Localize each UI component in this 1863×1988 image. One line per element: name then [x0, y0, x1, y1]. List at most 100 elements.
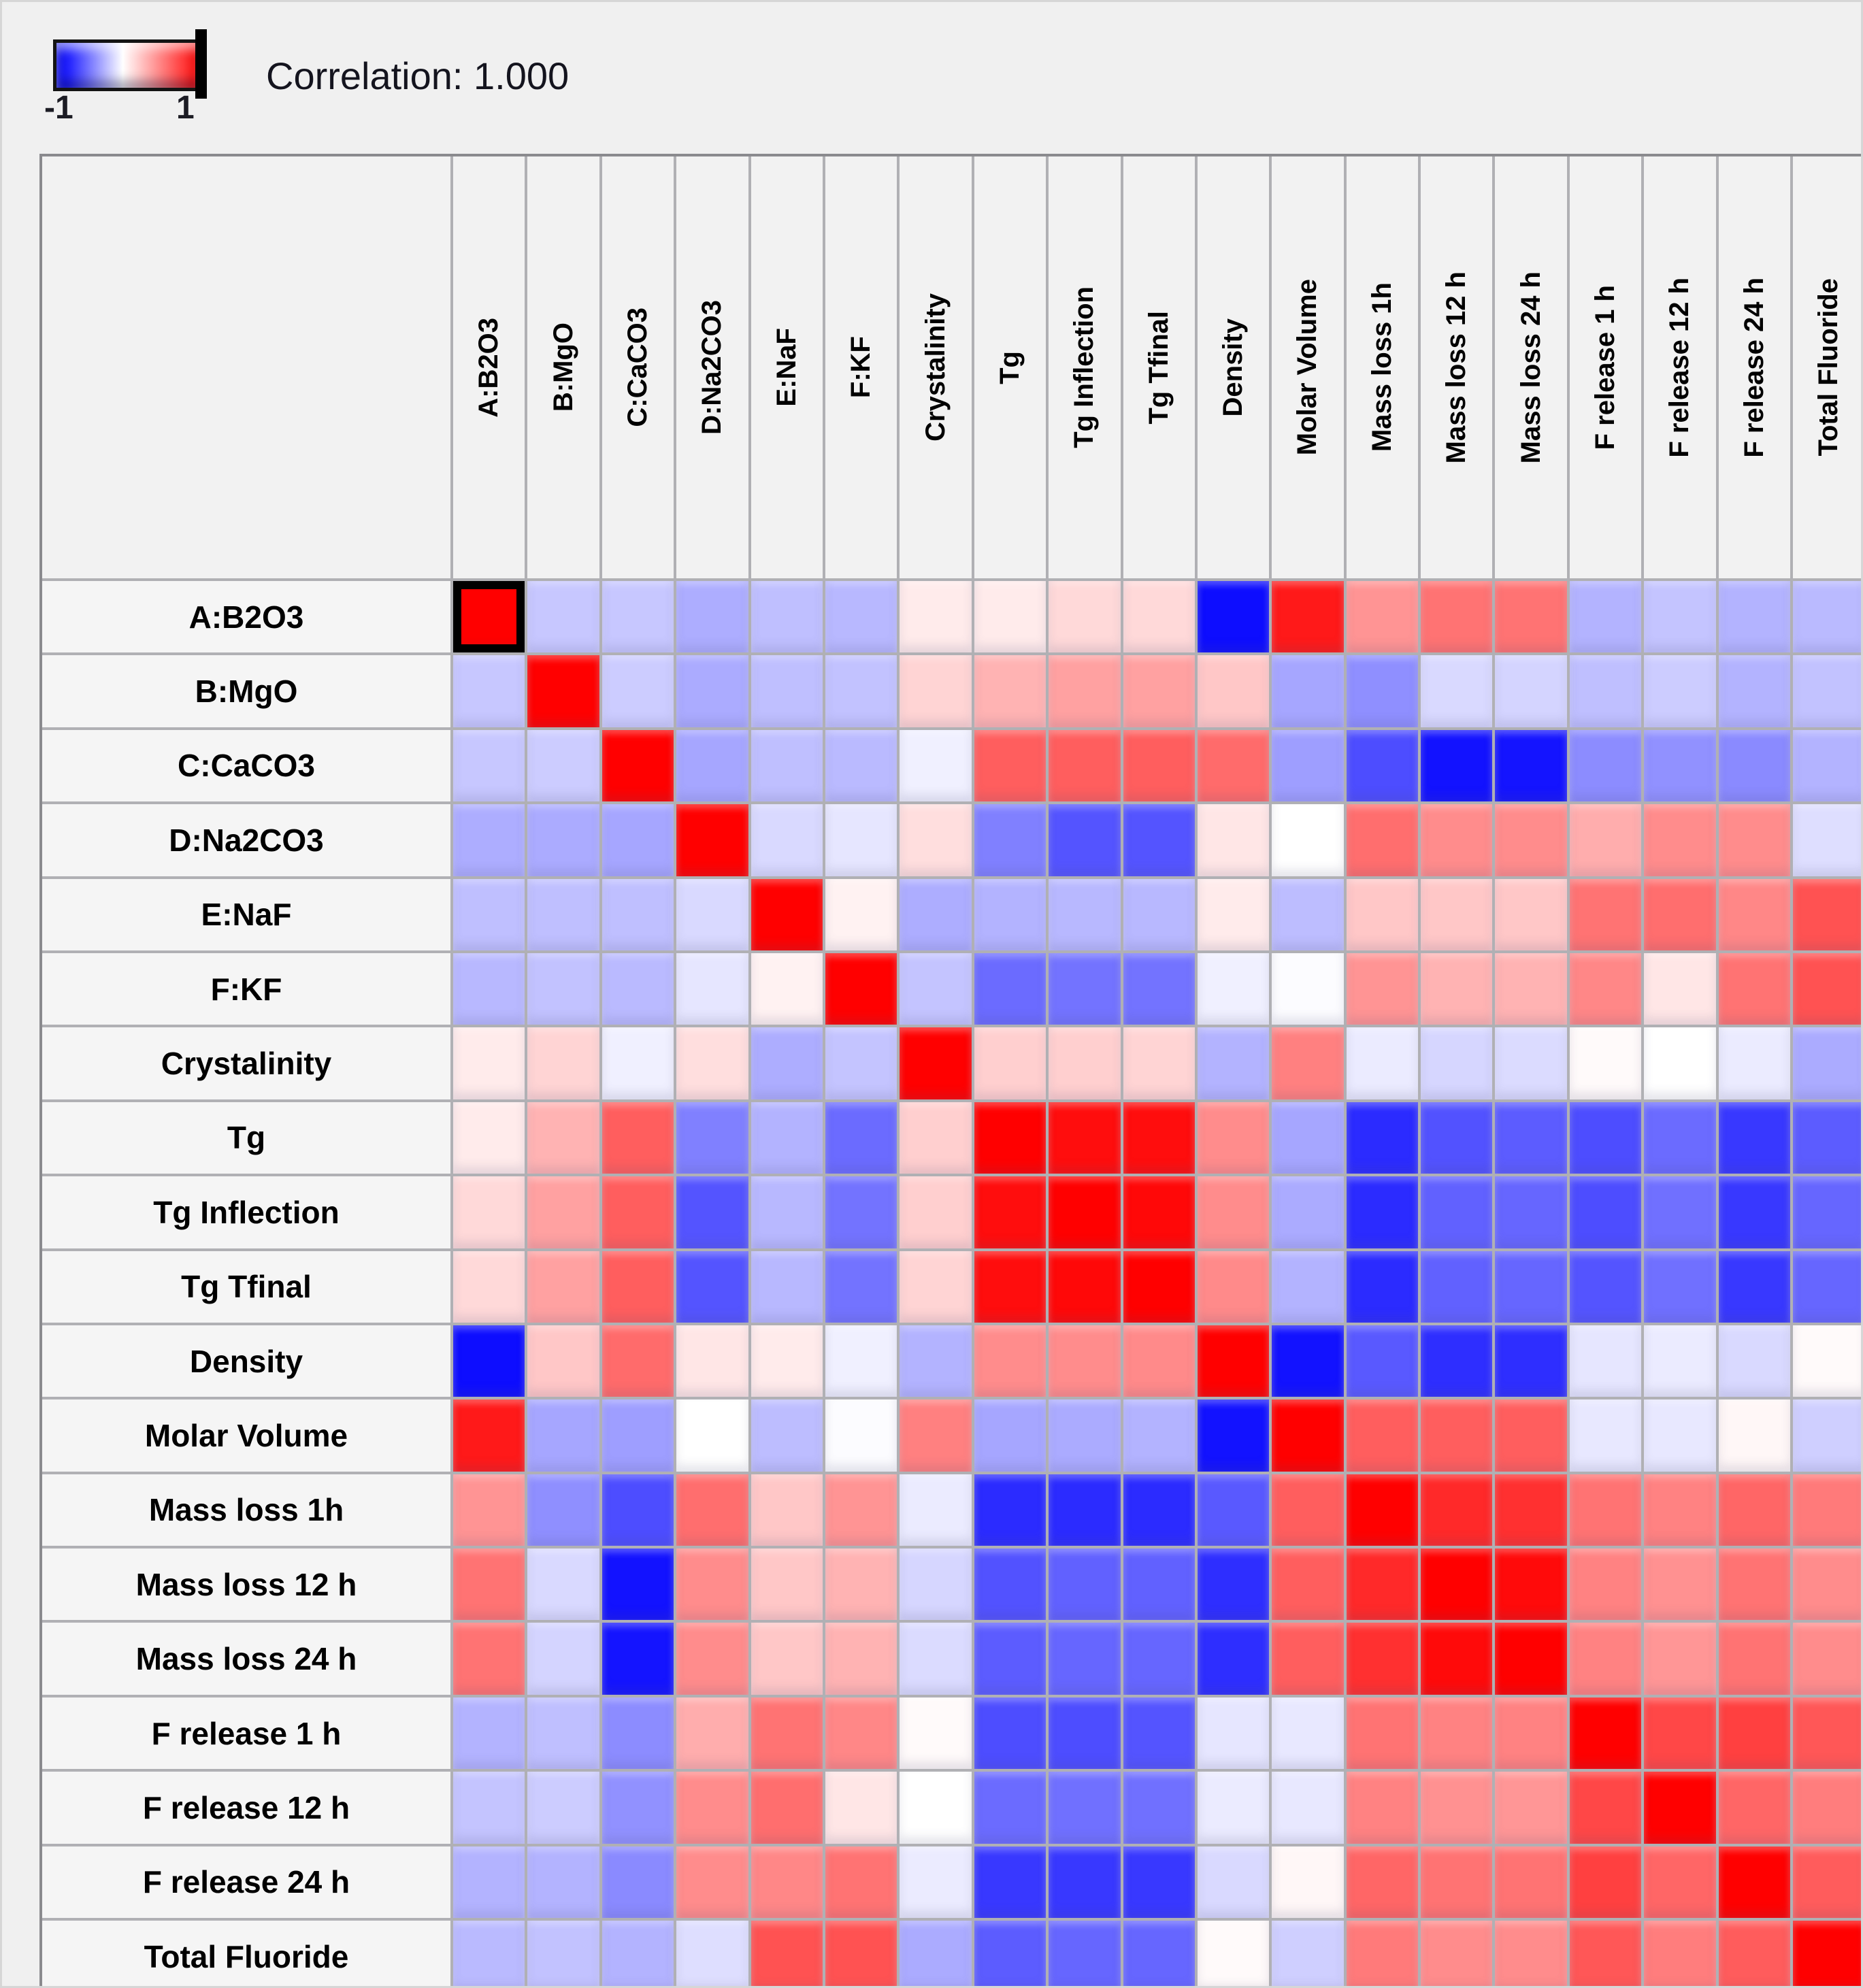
matrix-cell[interactable] [1644, 1101, 1716, 1174]
matrix-cell[interactable] [1421, 1548, 1493, 1621]
matrix-cell[interactable] [453, 1176, 525, 1248]
matrix-cell[interactable] [1049, 1250, 1121, 1323]
matrix-cell[interactable] [900, 655, 972, 727]
matrix-cell[interactable] [1644, 804, 1716, 876]
matrix-cell[interactable] [453, 1846, 525, 1919]
matrix-cell[interactable] [1644, 655, 1716, 727]
matrix-cell[interactable] [1569, 1399, 1642, 1472]
matrix-cell[interactable] [453, 952, 525, 1025]
matrix-cell[interactable] [601, 655, 674, 727]
matrix-cell[interactable] [1495, 1101, 1567, 1174]
matrix-cell[interactable] [1718, 1548, 1791, 1621]
matrix-cell[interactable] [1272, 1250, 1344, 1323]
matrix-cell[interactable] [900, 804, 972, 876]
matrix-cell[interactable] [1718, 729, 1791, 802]
matrix-cell[interactable] [1123, 729, 1195, 802]
matrix-cell[interactable] [1123, 1697, 1195, 1770]
matrix-cell[interactable] [1644, 1474, 1716, 1546]
matrix-cell[interactable] [453, 729, 525, 802]
matrix-cell[interactable] [825, 952, 897, 1025]
matrix-cell[interactable] [1421, 1846, 1493, 1919]
matrix-cell[interactable] [1495, 729, 1567, 802]
matrix-cell[interactable] [751, 1846, 823, 1919]
matrix-cell[interactable] [1197, 1697, 1270, 1770]
matrix-cell[interactable] [1272, 581, 1344, 653]
matrix-cell[interactable] [1718, 1399, 1791, 1472]
matrix-cell[interactable] [751, 1548, 823, 1621]
matrix-cell[interactable] [1569, 655, 1642, 727]
matrix-cell[interactable] [751, 729, 823, 802]
matrix-cell[interactable] [1197, 581, 1270, 653]
matrix-cell[interactable] [527, 581, 599, 653]
matrix-cell[interactable] [1495, 1772, 1567, 1844]
matrix-cell[interactable] [1272, 1176, 1344, 1248]
matrix-cell[interactable] [1049, 581, 1121, 653]
matrix-cell[interactable] [1718, 1101, 1791, 1174]
matrix-cell[interactable] [676, 1697, 748, 1770]
matrix-cell[interactable] [1272, 1101, 1344, 1174]
matrix-cell[interactable] [453, 1697, 525, 1770]
matrix-cell[interactable] [974, 1772, 1046, 1844]
matrix-cell[interactable] [527, 1101, 599, 1174]
matrix-cell[interactable] [601, 1697, 674, 1770]
matrix-cell[interactable] [1569, 1325, 1642, 1397]
matrix-cell[interactable] [1421, 729, 1493, 802]
matrix-cell[interactable] [974, 655, 1046, 727]
matrix-cell[interactable] [751, 1623, 823, 1695]
matrix-cell[interactable] [1272, 655, 1344, 727]
matrix-cell[interactable] [1644, 1325, 1716, 1397]
matrix-cell[interactable] [825, 1772, 897, 1844]
matrix-cell[interactable] [527, 1325, 599, 1397]
matrix-cell[interactable] [825, 729, 897, 802]
matrix-cell[interactable] [1569, 952, 1642, 1025]
matrix-cell[interactable] [900, 1176, 972, 1248]
matrix-cell[interactable] [974, 878, 1046, 950]
matrix-cell[interactable] [1421, 804, 1493, 876]
matrix-cell[interactable] [1346, 1101, 1419, 1174]
matrix-cell[interactable] [900, 1250, 972, 1323]
matrix-cell[interactable] [1793, 1846, 1861, 1919]
matrix-cell[interactable] [601, 1474, 674, 1546]
matrix-cell[interactable] [601, 804, 674, 876]
matrix-cell[interactable] [1718, 1697, 1791, 1770]
matrix-cell[interactable] [1495, 1921, 1567, 1986]
matrix-cell[interactable] [825, 1399, 897, 1472]
matrix-cell[interactable] [453, 1101, 525, 1174]
matrix-cell[interactable] [1793, 1921, 1861, 1986]
matrix-cell[interactable] [1197, 655, 1270, 727]
matrix-cell[interactable] [1718, 581, 1791, 653]
matrix-cell[interactable] [601, 1027, 674, 1099]
matrix-cell[interactable] [1346, 952, 1419, 1025]
matrix-cell[interactable] [1049, 1921, 1121, 1986]
matrix-cell[interactable] [676, 1846, 748, 1919]
matrix-cell[interactable] [1049, 1846, 1121, 1919]
matrix-cell[interactable] [676, 1325, 748, 1397]
matrix-cell[interactable] [453, 1772, 525, 1844]
matrix-cell[interactable] [1346, 1623, 1419, 1695]
matrix-cell[interactable] [1569, 729, 1642, 802]
matrix-cell[interactable] [1495, 1027, 1567, 1099]
matrix-cell[interactable] [1049, 1697, 1121, 1770]
matrix-cell[interactable] [1049, 952, 1121, 1025]
matrix-cell[interactable] [1346, 1325, 1419, 1397]
matrix-cell[interactable] [453, 655, 525, 727]
matrix-cell[interactable] [1123, 1250, 1195, 1323]
matrix-cell[interactable] [1718, 1176, 1791, 1248]
matrix-cell[interactable] [825, 878, 897, 950]
matrix-cell[interactable] [676, 804, 748, 876]
matrix-cell[interactable] [1495, 1250, 1567, 1323]
matrix-cell[interactable] [900, 1548, 972, 1621]
matrix-cell[interactable] [1197, 952, 1270, 1025]
matrix-cell[interactable] [601, 1921, 674, 1986]
matrix-cell[interactable] [825, 1325, 897, 1397]
matrix-cell[interactable] [1197, 729, 1270, 802]
matrix-cell[interactable] [601, 1623, 674, 1695]
matrix-cell[interactable] [1644, 1846, 1716, 1919]
matrix-cell[interactable] [751, 1474, 823, 1546]
matrix-cell[interactable] [1272, 952, 1344, 1025]
matrix-cell[interactable] [1569, 804, 1642, 876]
matrix-cell[interactable] [1197, 1027, 1270, 1099]
matrix-cell[interactable] [1793, 1548, 1861, 1621]
matrix-cell[interactable] [1049, 1772, 1121, 1844]
matrix-cell[interactable] [601, 1772, 674, 1844]
